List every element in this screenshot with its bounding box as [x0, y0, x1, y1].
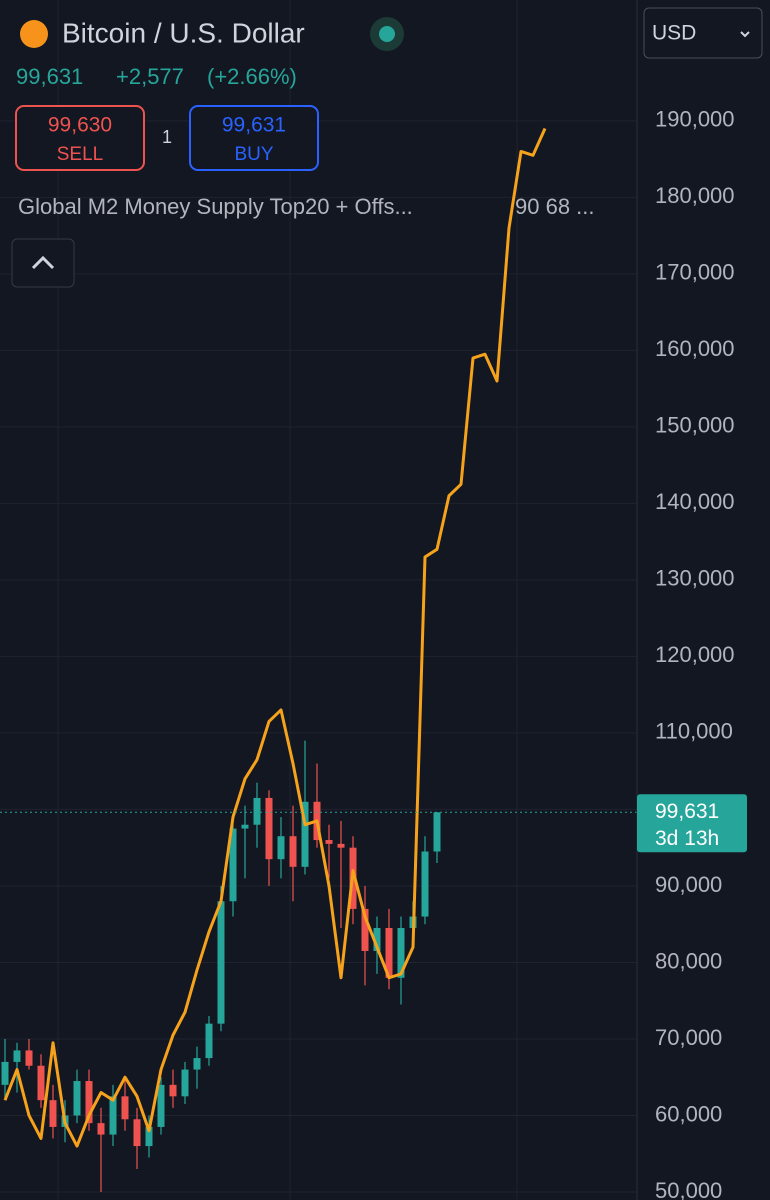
candle-body	[37, 1065, 45, 1101]
candle-body	[49, 1100, 57, 1127]
collapse-button[interactable]	[11, 238, 75, 288]
overlay-line	[3, 127, 547, 1148]
chevron-down	[740, 31, 750, 38]
header: Bitcoin / U.S. Dollar 99,631 +2,577 (+2.…	[11, 7, 763, 288]
currency-select[interactable]	[643, 7, 763, 59]
candle-body	[253, 797, 261, 825]
candle-body	[289, 836, 297, 867]
change: +2,577	[116, 64, 184, 89]
candle-body	[181, 1069, 189, 1097]
candle-body	[301, 801, 309, 867]
countdown: 3d 13h	[655, 827, 719, 850]
candle-body	[121, 1096, 129, 1120]
candle-body	[337, 843, 345, 848]
price-axis: 50,00060,00070,00080,00090,000100,000110…	[637, 107, 747, 1200]
candle-body	[1, 1061, 9, 1085]
candle-body	[325, 840, 333, 844]
last-price-box	[637, 794, 747, 853]
y-tick-label: 120,000	[655, 642, 735, 667]
status-dot	[379, 26, 395, 42]
plot	[0, 120, 637, 1193]
candle-body	[385, 928, 393, 978]
candle-body	[157, 1084, 165, 1127]
grid	[57, 0, 518, 1200]
change-pct: (+2.66%)	[207, 64, 297, 89]
y-tick-label: 80,000	[655, 948, 722, 973]
candle-body	[277, 836, 285, 860]
y-tick-label: 60,000	[655, 1101, 722, 1126]
indicator-name: Global M2 Money Supply Top20 + Offs...	[18, 194, 413, 219]
candle-body	[109, 1096, 117, 1135]
quantity: 1	[162, 127, 172, 147]
candle-body	[85, 1081, 93, 1124]
candle-body	[73, 1081, 81, 1116]
y-tick-label: 110,000	[655, 719, 733, 744]
buy-label: BUY	[234, 144, 273, 165]
candle-body	[373, 928, 381, 951]
last-price-label: 99,631	[655, 800, 719, 823]
sell-label: SELL	[57, 144, 103, 165]
candle-body	[361, 908, 369, 951]
candle-body	[265, 797, 273, 860]
price: 99,631	[16, 64, 83, 89]
candle-body	[13, 1050, 21, 1062]
y-tick-label: 150,000	[655, 413, 735, 438]
candle-body	[205, 1023, 213, 1059]
buy-button[interactable]	[189, 105, 319, 171]
candle-body	[133, 1119, 141, 1147]
coin-icon	[20, 20, 48, 48]
chevron-up	[31, 255, 55, 270]
y-tick-label: 160,000	[655, 336, 735, 361]
candle-body	[433, 812, 441, 852]
y-tick-label: 130,000	[655, 566, 735, 591]
y-tick-label: 180,000	[655, 183, 735, 208]
y-tick-label: 140,000	[655, 489, 735, 514]
candle-body	[229, 828, 237, 902]
y-tick-label: 170,000	[655, 260, 735, 285]
y-tick-label: 50,000	[655, 1178, 722, 1200]
symbol: Bitcoin / U.S. Dollar	[62, 17, 305, 48]
y-tick-label: 90,000	[655, 872, 722, 897]
indicator-values: 90 68 ...	[515, 194, 595, 219]
candle-body	[421, 851, 429, 917]
sell-button[interactable]	[15, 105, 145, 171]
buy-price: 99,631	[222, 114, 286, 137]
candle-body	[217, 901, 225, 1024]
candle-body	[241, 824, 249, 829]
candle-body	[169, 1084, 177, 1097]
candle-body	[145, 1126, 153, 1147]
candle-body	[397, 928, 405, 978]
y-tick-label: 70,000	[655, 1025, 722, 1050]
candle-body	[25, 1050, 33, 1066]
sell-price: 99,630	[48, 114, 112, 137]
currency: USD	[652, 22, 696, 45]
y-tick-label: 190,000	[655, 107, 735, 132]
candle-body	[193, 1058, 201, 1070]
candle-body	[97, 1123, 105, 1135]
